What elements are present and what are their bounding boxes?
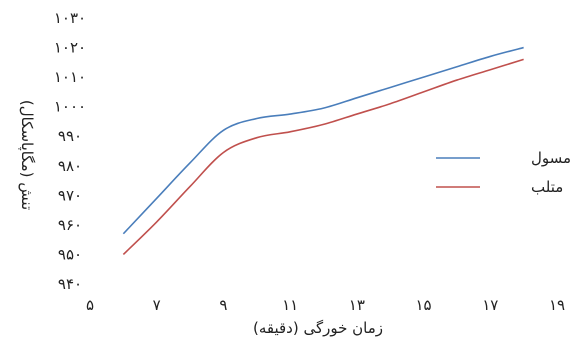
x-axis-ticks: ۵ ۷ ۹ ۱۱ ۱۳ ۱۵ ۱۷ ۱۹: [86, 296, 565, 314]
series-line-0: [123, 48, 523, 234]
series-lines: [123, 48, 523, 255]
y-axis-ticks: ۹۴۰ ۹۵۰ ۹۶۰ ۹۷۰ ۹۸۰ ۹۹۰ ۱۰۰۰ ۱۰۱۰ ۱۰۲۰ ۱۰۳۰: [54, 9, 86, 293]
x-tick-label: ۱۱: [282, 296, 298, 314]
y-tick-label: ۱۰۱۰: [54, 68, 86, 86]
x-tick-label: ۵: [86, 296, 94, 314]
x-tick-label: ۱۵: [416, 296, 432, 314]
y-tick-label: ۹۷۰: [58, 186, 82, 204]
y-tick-label: ۹۵۰: [58, 245, 82, 263]
legend-label-1: متلب: [531, 178, 563, 196]
y-tick-label: ۹۸۰: [58, 157, 82, 175]
y-tick-label: ۱۰۰۰: [54, 98, 86, 116]
legend: کامسول متلب: [436, 149, 571, 196]
y-tick-label: ۹۶۰: [58, 216, 82, 234]
legend-label-0: کامسول: [531, 149, 571, 167]
y-tick-label: ۹۴۰: [58, 275, 82, 293]
y-axis-label: تنش (مگاپاسکال): [17, 100, 36, 210]
x-tick-label: ۱۹: [549, 296, 565, 314]
series-line-1: [123, 59, 523, 254]
y-tick-label: ۱۰۳۰: [54, 9, 86, 27]
y-tick-label: ۹۹۰: [58, 127, 82, 145]
x-axis-label: زمان خورگی (دقیقه): [253, 319, 383, 337]
x-tick-label: ۱۷: [482, 296, 498, 314]
x-tick-label: ۷: [153, 296, 161, 314]
y-tick-label: ۱۰۲۰: [54, 39, 86, 57]
x-tick-label: ۱۳: [349, 296, 365, 314]
x-tick-label: ۹: [219, 296, 227, 314]
